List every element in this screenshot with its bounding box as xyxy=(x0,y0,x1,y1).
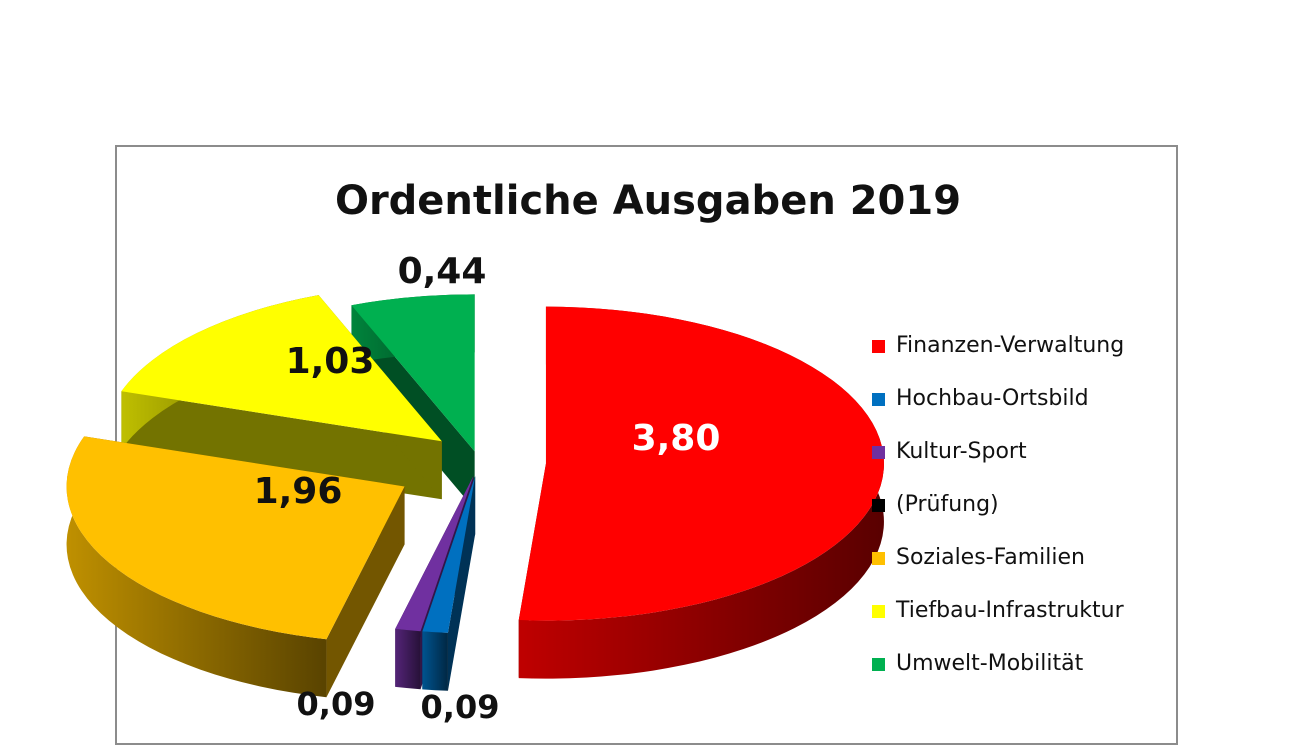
legend-swatch xyxy=(872,658,885,671)
legend-swatch xyxy=(872,340,885,353)
legend-label: Tiefbau-Infrastruktur xyxy=(896,598,1124,623)
pie-slice-7 xyxy=(351,294,475,510)
pie-slice-5 xyxy=(66,436,405,698)
legend-label: Hochbau-Ortsbild xyxy=(896,386,1089,411)
data-label-5: 1,96 xyxy=(254,471,343,512)
chart-title: Ordentliche Ausgaben 2019 xyxy=(334,178,962,224)
legend-label: Finanzen-Verwaltung xyxy=(896,333,1125,358)
legend-swatch xyxy=(872,393,885,406)
data-label-2: 0,09 xyxy=(421,688,500,726)
pie-slice-6 xyxy=(121,295,442,500)
legend-swatch xyxy=(872,552,885,565)
data-label-3: 0,09 xyxy=(297,685,376,723)
legend-label: (Prüfung) xyxy=(896,492,999,517)
pie-slice-1 xyxy=(518,306,884,679)
legend-label: Umwelt-Mobilität xyxy=(896,651,1084,676)
data-label-1: 3,80 xyxy=(632,418,721,459)
legend-label: Soziales-Familien xyxy=(896,545,1085,570)
data-label-7: 0,44 xyxy=(398,251,487,292)
legend-swatch xyxy=(872,446,885,459)
pie-chart: 3,80 0,09 0,09 1,96 1,03 0,44 xyxy=(66,251,884,726)
legend-swatch xyxy=(872,605,885,618)
data-label-6: 1,03 xyxy=(286,341,375,382)
pie-slice-2 xyxy=(422,476,476,691)
legend-label: Kultur-Sport xyxy=(896,439,1027,464)
legend-swatch xyxy=(872,499,885,512)
